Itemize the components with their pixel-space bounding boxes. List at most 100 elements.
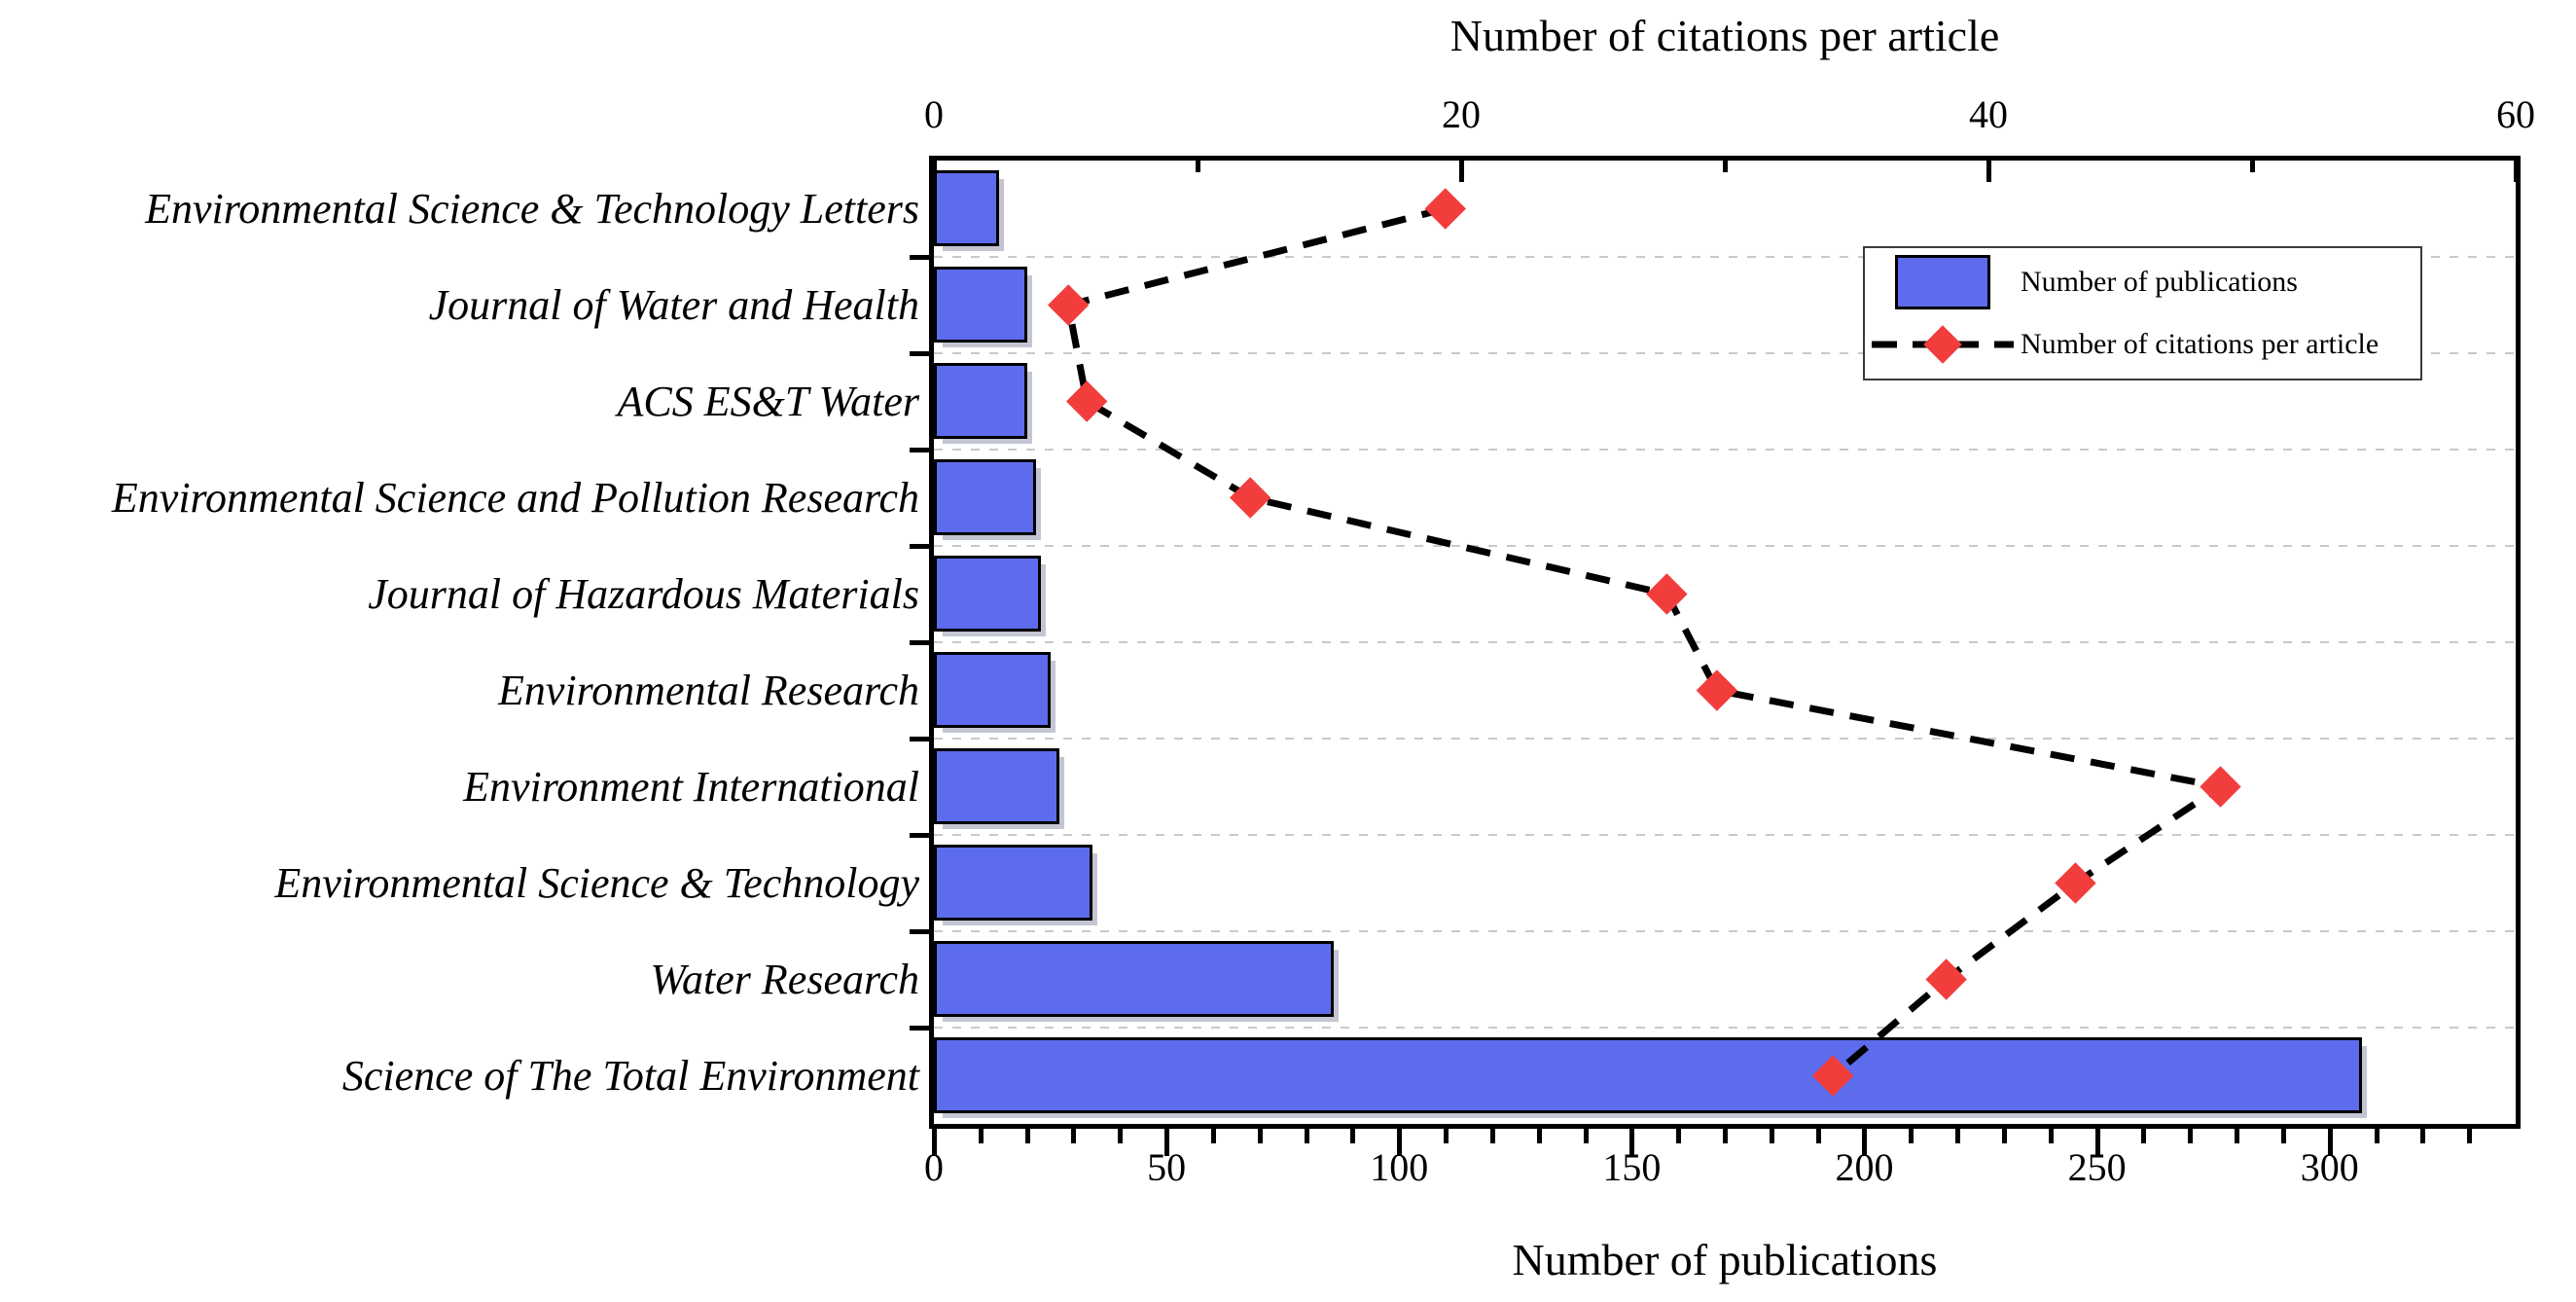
publication-bar xyxy=(934,363,1027,439)
top-tick-label: 20 xyxy=(1442,92,1481,136)
top-major-tick xyxy=(2514,161,2519,182)
bottom-minor-tick xyxy=(2467,1129,2473,1143)
bottom-minor-tick xyxy=(1909,1129,1914,1143)
citations-diamond-marker xyxy=(1229,477,1271,519)
bottom-minor-tick xyxy=(1676,1129,1682,1143)
bottom-minor-tick xyxy=(2420,1129,2426,1143)
bottom-minor-tick xyxy=(1815,1129,1821,1143)
citations-dashed-line xyxy=(1064,205,2230,1079)
left-row-tick xyxy=(910,929,929,934)
publication-bar xyxy=(934,170,999,246)
citations-diamond-marker xyxy=(1047,284,1090,326)
legend-label: Number of citations per article xyxy=(2021,327,2379,360)
top-tick-label: 40 xyxy=(1969,92,2008,136)
bottom-major-tick xyxy=(1629,1129,1635,1156)
publication-bar xyxy=(934,1037,2363,1113)
category-label: Science of The Total Environment xyxy=(341,1052,919,1100)
bottom-major-tick xyxy=(2094,1129,2100,1156)
top-minor-tick xyxy=(1196,161,1200,172)
top-tick-label: 60 xyxy=(2496,92,2535,136)
bottom-tick-label: 150 xyxy=(1602,1145,1662,1189)
legend-item-citations: Number of citations per article xyxy=(1865,317,2420,372)
category-label: Environmental Science and Pollution Rese… xyxy=(111,474,919,522)
citations-diamond-marker xyxy=(1925,958,1967,1000)
category-label: Environment International xyxy=(463,763,919,811)
publication-bar xyxy=(934,748,1060,824)
citations-diamond-marker xyxy=(2055,862,2096,904)
bottom-tick-label: 300 xyxy=(2300,1145,2359,1189)
bottom-minor-tick xyxy=(1583,1129,1589,1143)
legend-diamond-dash-icon xyxy=(1865,323,2021,366)
legend: Number of publications Number of citatio… xyxy=(1863,246,2422,380)
bottom-minor-tick xyxy=(2235,1129,2240,1143)
bottom-minor-tick xyxy=(1536,1129,1542,1143)
category-label: Water Research xyxy=(650,956,919,1003)
bottom-minor-tick xyxy=(2048,1129,2054,1143)
legend-bar-swatch xyxy=(1865,255,2021,310)
bottom-minor-tick xyxy=(1723,1129,1728,1143)
bottom-minor-tick xyxy=(2188,1129,2194,1143)
bottom-minor-tick xyxy=(1350,1129,1356,1143)
publication-bar xyxy=(934,459,1037,535)
bottom-tick-label: 50 xyxy=(1147,1145,1187,1189)
category-label: Journal of Hazardous Materials xyxy=(368,570,919,618)
gridline xyxy=(934,352,2516,354)
bottom-axis-title: Number of publications xyxy=(1512,1235,1938,1284)
left-row-tick xyxy=(910,737,929,741)
bottom-minor-tick xyxy=(1489,1129,1495,1143)
bottom-tick-label: 0 xyxy=(924,1145,944,1189)
bottom-minor-tick xyxy=(1210,1129,1216,1143)
citations-line-series xyxy=(1047,188,2241,1097)
bottom-minor-tick xyxy=(2001,1129,2007,1143)
legend-item-publications: Number of publications xyxy=(1865,255,2420,310)
citations-diamond-marker xyxy=(2200,766,2241,808)
bottom-minor-tick xyxy=(1071,1129,1077,1143)
bottom-tick-label: 100 xyxy=(1370,1145,1429,1189)
top-major-tick xyxy=(1459,161,1464,182)
bottom-minor-tick xyxy=(1769,1129,1774,1143)
gridline xyxy=(934,641,2516,643)
citations-diamond-marker xyxy=(1424,188,1466,230)
category-label: Environmental Research xyxy=(498,667,919,714)
bottom-minor-tick xyxy=(1118,1129,1124,1143)
bottom-minor-tick xyxy=(978,1129,984,1143)
bottom-minor-tick xyxy=(2374,1129,2379,1143)
citations-diamond-marker xyxy=(1646,573,1688,615)
gridline xyxy=(934,449,2516,451)
gridline xyxy=(934,545,2516,547)
gridline xyxy=(934,256,2516,258)
top-minor-tick xyxy=(2250,161,2255,172)
left-row-tick xyxy=(910,1026,929,1031)
publication-bar xyxy=(934,652,1051,728)
bottom-major-tick xyxy=(2327,1129,2333,1156)
bottom-minor-tick xyxy=(2280,1129,2286,1143)
category-label: Journal of Water and Health xyxy=(428,281,919,329)
top-major-tick xyxy=(1986,161,1991,182)
publication-bar xyxy=(934,267,1027,343)
publication-bar xyxy=(934,556,1041,632)
bottom-major-tick xyxy=(932,1129,937,1156)
gridline xyxy=(934,930,2516,932)
citations-diamond-marker xyxy=(1811,1055,1854,1097)
category-label: ACS ES&T Water xyxy=(617,378,920,425)
bottom-minor-tick xyxy=(1955,1129,1961,1143)
legend-label: Number of publications xyxy=(2021,266,2298,299)
bottom-major-tick xyxy=(1397,1129,1403,1156)
bottom-tick-label: 250 xyxy=(2067,1145,2127,1189)
gridline xyxy=(934,834,2516,836)
left-row-tick xyxy=(910,640,929,645)
gridline xyxy=(934,1027,2516,1029)
plot-area xyxy=(929,156,2521,1129)
top-axis-title: Number of citations per article xyxy=(1449,11,2000,60)
top-major-tick xyxy=(932,161,937,182)
bottom-tick-label: 200 xyxy=(1835,1145,1894,1189)
category-label: Environmental Science & Technology Lette… xyxy=(145,185,919,233)
left-row-tick xyxy=(910,255,929,260)
bottom-minor-tick xyxy=(1304,1129,1309,1143)
left-row-tick xyxy=(910,833,929,838)
bottom-minor-tick xyxy=(1024,1129,1030,1143)
category-label: Environmental Science & Technology xyxy=(274,859,919,907)
bottom-minor-tick xyxy=(1257,1129,1263,1143)
gridline xyxy=(934,738,2516,740)
